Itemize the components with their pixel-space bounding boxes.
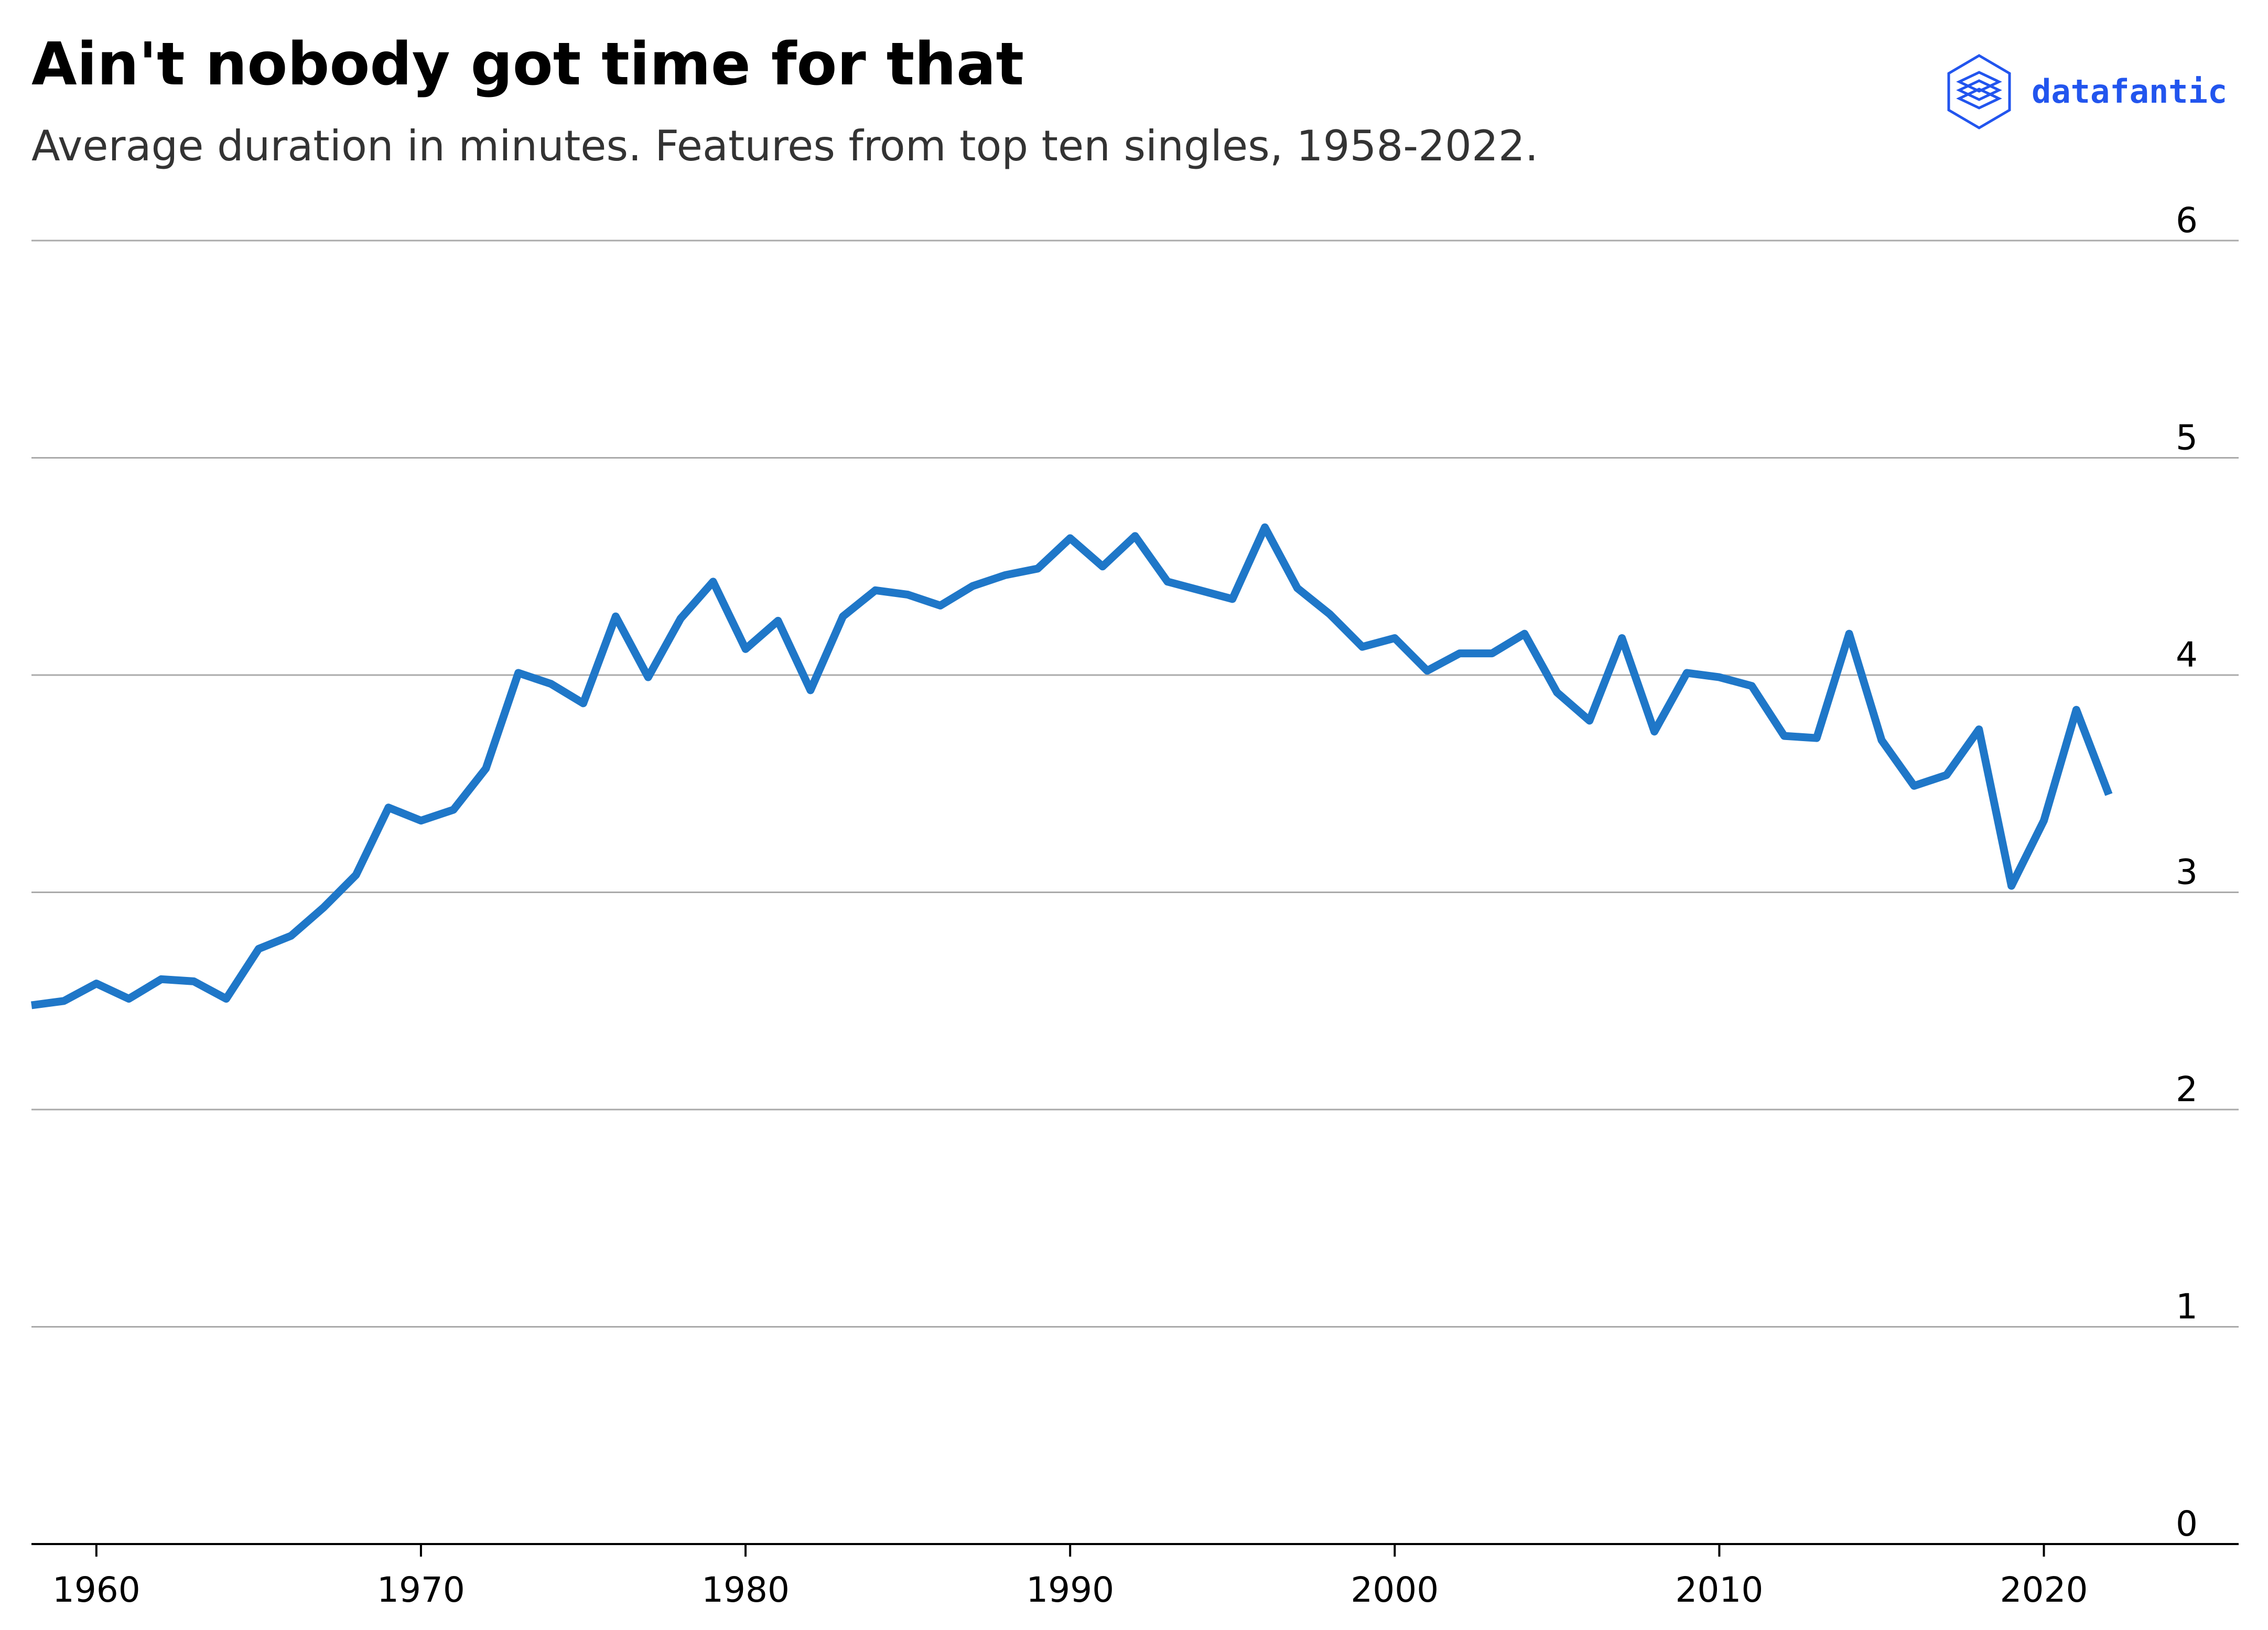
y-tick-label-1: 1 bbox=[2176, 1287, 2198, 1327]
y-tick-labels: 0 1 2 3 4 5 6 bbox=[2176, 200, 2198, 1544]
y-tick-label-6: 6 bbox=[2176, 200, 2198, 241]
brand-name: datafantic bbox=[2032, 72, 2228, 111]
series-layer bbox=[31, 523, 2113, 1009]
x-tick-label-1980: 1980 bbox=[701, 1570, 790, 1610]
layers-logo-icon bbox=[1947, 54, 2011, 129]
gridlines bbox=[31, 240, 2239, 1328]
x-tick-label-1970: 1970 bbox=[377, 1570, 465, 1610]
y-tick-label-3: 3 bbox=[2176, 852, 2198, 893]
x-tick-label-2020: 2020 bbox=[2000, 1570, 2088, 1610]
x-tick-label-2010: 2010 bbox=[1675, 1570, 1763, 1610]
series-line-0 bbox=[31, 523, 2113, 1009]
y-tick-label-2: 2 bbox=[2176, 1069, 2198, 1110]
y-tick-label-0: 0 bbox=[2176, 1504, 2198, 1544]
chart-subtitle: Average duration in minutes. Features fr… bbox=[31, 122, 1539, 170]
x-tick-label-2000: 2000 bbox=[1351, 1570, 1439, 1610]
x-tick-label-1960: 1960 bbox=[52, 1570, 141, 1610]
y-tick-label-5: 5 bbox=[2176, 418, 2198, 458]
y-tick-label-4: 4 bbox=[2176, 635, 2198, 675]
chart-title: Ain't nobody got time for that bbox=[31, 30, 1024, 99]
brand-logo: datafantic bbox=[1942, 52, 2236, 131]
x-tick-label-1990: 1990 bbox=[1026, 1570, 1114, 1610]
x-axis: 1960 1970 1980 1990 2000 2010 2020 bbox=[31, 1543, 2239, 1610]
